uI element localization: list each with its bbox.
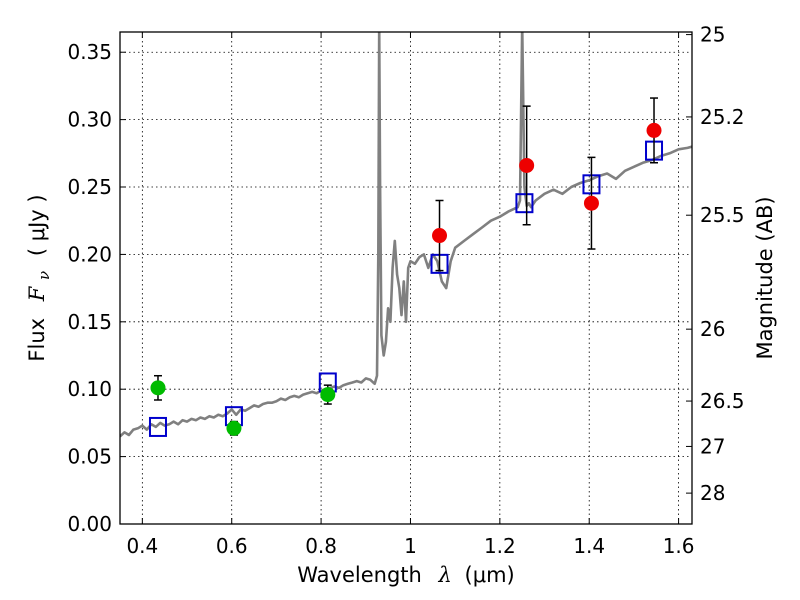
x-tick-label: 1.6 (663, 534, 695, 558)
x-axis-title-text: Wavelength (297, 563, 422, 587)
y-tick-label: 0.05 (67, 445, 112, 469)
red-data-point (432, 228, 448, 244)
spectrum-line (120, 32, 692, 438)
y2-tick-label: 28 (700, 481, 725, 505)
y-axis-title-subscript: ν (35, 271, 53, 280)
red-data-point (646, 122, 662, 138)
y2-tick-label: 26 (700, 317, 725, 341)
plot-area (120, 32, 692, 438)
y-axis-title-symbol: F (25, 285, 49, 302)
model-square-point (148, 416, 167, 437)
x-tick-label: 0.8 (305, 534, 337, 558)
x-axis-title-unit: (μm) (465, 563, 515, 587)
y2-tick-label: 25.2 (700, 105, 745, 129)
x-tick-label: 0.4 (126, 534, 158, 558)
y-tick-label: 0.25 (67, 175, 112, 199)
y-tick-label: 0.30 (67, 108, 112, 132)
x-tick-label: 1.2 (484, 534, 516, 558)
x-tick-label: 1 (404, 534, 417, 558)
x-axis-title: Wavelength λ (μm) (297, 563, 514, 587)
y2-tick-label: 25.5 (700, 203, 745, 227)
y-tick-label: 0.00 (67, 512, 112, 536)
y-tick-label: 0.20 (67, 242, 112, 266)
plot-frame (119, 31, 693, 525)
y-tick-label: 0.35 (67, 40, 112, 64)
y-axis-title-text: Flux (25, 318, 49, 362)
green-data-point (320, 387, 336, 403)
x-tick-label: 1.4 (573, 534, 605, 558)
green-data-point (226, 420, 242, 436)
grid (120, 32, 692, 525)
y2-tick-label: 27 (700, 434, 725, 458)
y-tick-label: 0.10 (67, 377, 112, 401)
red-data-point (519, 157, 535, 173)
x-axis-title-symbol: λ (438, 563, 452, 587)
y-axis-title: Flux F ν ( μJy ) (25, 194, 54, 361)
y-axis-title-unit: ( μJy ) (25, 194, 49, 256)
model-square-point (515, 193, 534, 214)
y2-tick-label: 26.5 (700, 389, 745, 413)
y2-axis-title: Magnitude (AB) (753, 196, 777, 359)
red-data-point (583, 195, 599, 211)
y2-tick-label: 25 (700, 23, 725, 47)
green-data-point (150, 380, 166, 396)
axis-ticks: 0.4 0.6 0.8 1 1.2 1.4 1.6 0.00 0.05 0.10 0.15 0.20 0… (67, 23, 744, 558)
x-tick-label: 0.6 (216, 534, 248, 558)
y-tick-label: 0.15 (67, 310, 112, 334)
